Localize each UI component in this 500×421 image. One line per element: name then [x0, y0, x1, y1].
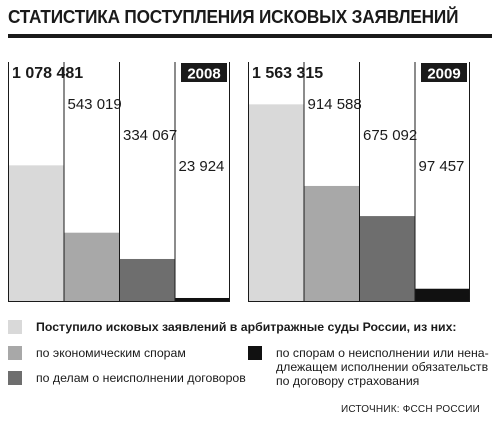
value-label-2008-economic: 543 019	[68, 96, 122, 113]
bar-2008-total	[8, 165, 64, 301]
chart-title: СТАТИСТИКА ПОСТУПЛЕНИЯ ИСКОВЫХ ЗАЯВЛЕНИЙ	[8, 6, 459, 27]
source-note: ИСТОЧНИК: ФССН РОССИИ	[340, 404, 480, 415]
bar-2009-contracts	[359, 216, 415, 301]
legend-swatch-total	[8, 320, 22, 334]
value-label-2009-total: 1 563 315	[252, 65, 323, 82]
bar-2008-contracts	[119, 258, 175, 301]
year-badge-bg-2008	[181, 63, 227, 82]
legend-item-economic: по экономическим спорам	[8, 346, 186, 360]
title-rule	[8, 34, 492, 38]
bar-2009-economic	[303, 185, 359, 301]
year-badge-bg-2009	[421, 63, 467, 82]
legend-label-contracts: по делам о неисполнении договоров	[36, 371, 246, 385]
legend-item-contracts: по делам о неисполнении договоров	[8, 371, 246, 385]
year-badge-2009: 2009	[427, 66, 460, 83]
bar-2009-total	[248, 104, 304, 301]
value-label-2009-economic: 914 588	[308, 96, 362, 113]
legend-item-total: Поступило исковых заявлений в арбитражны…	[8, 320, 457, 334]
legend-swatch-contracts	[8, 371, 22, 385]
legend-swatch-economic	[8, 346, 22, 360]
year-badge-2008: 2008	[187, 66, 220, 83]
value-label-2009-contracts: 675 092	[363, 127, 417, 144]
value-label-2008-insurance: 23 924	[179, 158, 225, 175]
bar-2009-insurance	[414, 288, 470, 301]
bar-2008-insurance	[174, 297, 230, 301]
value-label-2009-insurance: 97 457	[419, 158, 465, 175]
legend-label-insurance: по спорам о неисполнении или нена- длежа…	[276, 346, 489, 388]
legend-label-total: Поступило исковых заявлений в арбитражны…	[36, 320, 457, 334]
value-label-2008-contracts: 334 067	[123, 127, 177, 144]
value-label-2008-total: 1 078 481	[12, 65, 83, 82]
bar-2008-economic	[63, 232, 119, 301]
legend-label-economic: по экономическим спорам	[36, 346, 186, 360]
legend-item-insurance: по спорам о неисполнении или нена- длежа…	[248, 346, 489, 388]
legend-swatch-insurance	[248, 346, 262, 360]
